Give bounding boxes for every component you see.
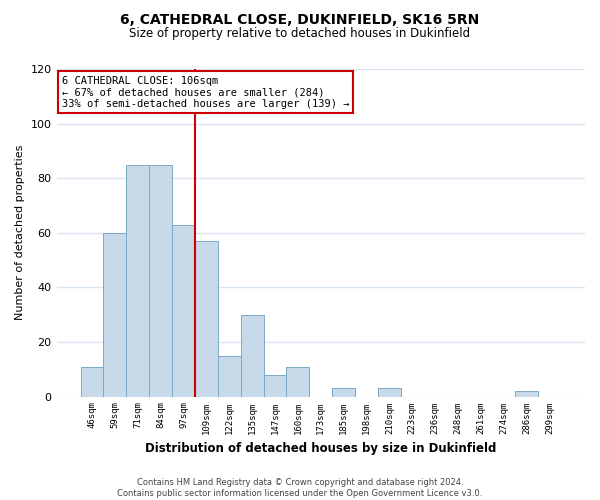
Bar <box>127 164 149 396</box>
Bar <box>172 224 195 396</box>
Bar <box>378 388 401 396</box>
Bar <box>195 241 218 396</box>
Bar <box>149 164 172 396</box>
X-axis label: Distribution of detached houses by size in Dukinfield: Distribution of detached houses by size … <box>145 442 496 455</box>
Text: Contains HM Land Registry data © Crown copyright and database right 2024.
Contai: Contains HM Land Registry data © Crown c… <box>118 478 482 498</box>
Bar <box>263 374 286 396</box>
Y-axis label: Number of detached properties: Number of detached properties <box>15 145 25 320</box>
Bar <box>80 366 103 396</box>
Bar <box>103 233 127 396</box>
Bar <box>515 391 538 396</box>
Bar <box>332 388 355 396</box>
Bar <box>241 314 263 396</box>
Bar <box>218 356 241 397</box>
Text: 6 CATHEDRAL CLOSE: 106sqm
← 67% of detached houses are smaller (284)
33% of semi: 6 CATHEDRAL CLOSE: 106sqm ← 67% of detac… <box>62 76 349 109</box>
Text: 6, CATHEDRAL CLOSE, DUKINFIELD, SK16 5RN: 6, CATHEDRAL CLOSE, DUKINFIELD, SK16 5RN <box>121 12 479 26</box>
Text: Size of property relative to detached houses in Dukinfield: Size of property relative to detached ho… <box>130 28 470 40</box>
Bar <box>286 366 310 396</box>
